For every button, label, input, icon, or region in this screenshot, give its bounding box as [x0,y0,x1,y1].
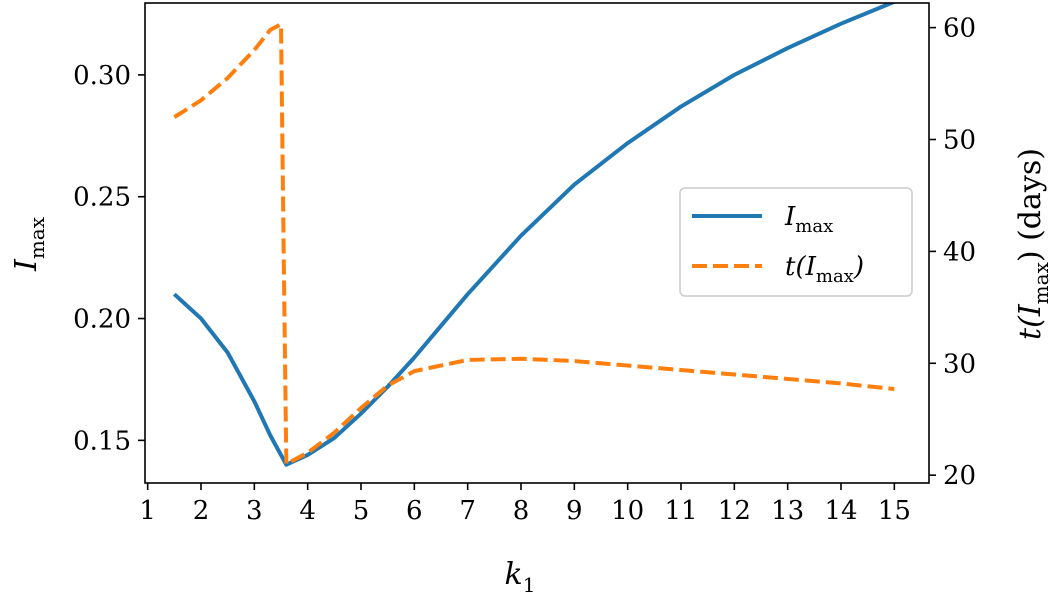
legend: Imax t(Imax) [679,187,913,297]
y-left-tick-label: 0.30 [73,61,131,91]
legend-label-timax: t(Imax) [785,252,864,287]
legend-label-timax-suffix: ) [853,252,864,282]
plot-lines [172,3,896,467]
y-axis-right-label: t(Imax) (days) [1013,148,1050,340]
x-tick-label: 15 [878,496,911,526]
plot-frame [144,2,930,484]
x-tick-label: 1 [139,496,156,526]
y-axis-left: 0.15 0.20 0.25 0.30 [73,61,145,456]
x-tick-label: 2 [193,496,210,526]
y-left-tick-label: 0.20 [73,305,131,335]
x-axis-label-sub: 1 [523,573,536,596]
x-tick-label: 5 [353,496,370,526]
y-axis-left-label: Imax [9,216,49,272]
y-axis-right: 20 30 40 50 60 [929,14,976,491]
x-tick-label: 10 [611,496,644,526]
y-right-tick-label: 20 [943,461,976,491]
x-axis-label: k1 [505,557,536,596]
x-tick-label: 7 [459,496,476,526]
legend-label-timax-prefix: t(I [785,252,817,282]
series-line-imax [172,3,896,467]
x-tick-label: 4 [299,496,316,526]
legend-label-imax-main: I [784,202,796,232]
series-line-timax [173,22,895,466]
y-right-tick-label: 60 [943,14,976,44]
x-tick-label: 11 [664,496,697,526]
y-left-tick-label: 0.15 [73,426,131,456]
y-right-tick-label: 50 [943,126,976,156]
x-tick-label: 13 [771,496,804,526]
x-tick-label: 8 [513,496,530,526]
x-tick-label: 3 [246,496,263,526]
x-axis: 1 2 3 4 5 6 7 8 9 10 11 12 13 14 15 [139,483,911,526]
legend-label-imax: Imax [784,202,833,237]
y-axis-left-label-main: I [9,258,44,272]
y-axis-left-label-sub: max [25,216,49,259]
y-right-tick-label: 30 [943,349,976,379]
legend-label-imax-sub: max [795,216,833,237]
y-axis-right-label-prefix: t(I [1013,303,1048,340]
legend-label-timax-sub: max [816,266,854,287]
y-right-tick-label: 40 [943,237,976,267]
x-tick-label: 12 [718,496,751,526]
y-left-tick-label: 0.25 [73,183,131,213]
y-axis-right-label-suffix: ) (days) [1013,148,1048,262]
x-tick-label: 6 [406,496,423,526]
x-tick-label: 14 [824,496,857,526]
y-axis-right-label-sub: max [1029,261,1050,304]
x-tick-label: 9 [566,496,583,526]
x-axis-label-main: k [505,557,523,592]
